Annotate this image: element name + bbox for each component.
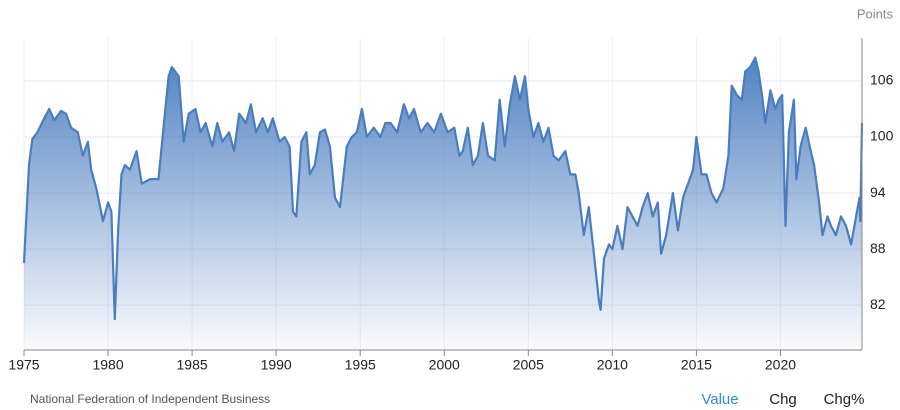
x-tick-label: 2000 [429,357,460,373]
x-tick-label: 2020 [765,357,796,373]
y-tick-label: 106 [870,72,894,88]
tab[interactable]: Chg% [824,391,865,408]
tab[interactable]: Chg [769,391,797,408]
x-tick-label: 2005 [513,357,544,373]
tab[interactable]: Value [701,391,738,408]
line [22,56,864,321]
x-tick-label: 1975 [8,357,39,373]
source: National Federation of Independent Busin… [30,392,270,406]
x-tick-label: 2015 [681,357,712,373]
unit-label: Points [857,6,894,21]
area [24,57,862,350]
y-tick-label: 82 [870,296,886,312]
y-tick-label: 94 [870,184,886,200]
y-tick-label: 100 [870,128,894,144]
x-tick-label: 1985 [177,357,208,373]
x-tick-label: 2010 [597,357,628,373]
x-tick-label: 1980 [92,357,123,373]
x-tick-label: 1990 [261,357,292,373]
x-tick-label: 1995 [345,357,376,373]
y-tick-label: 88 [870,240,886,256]
